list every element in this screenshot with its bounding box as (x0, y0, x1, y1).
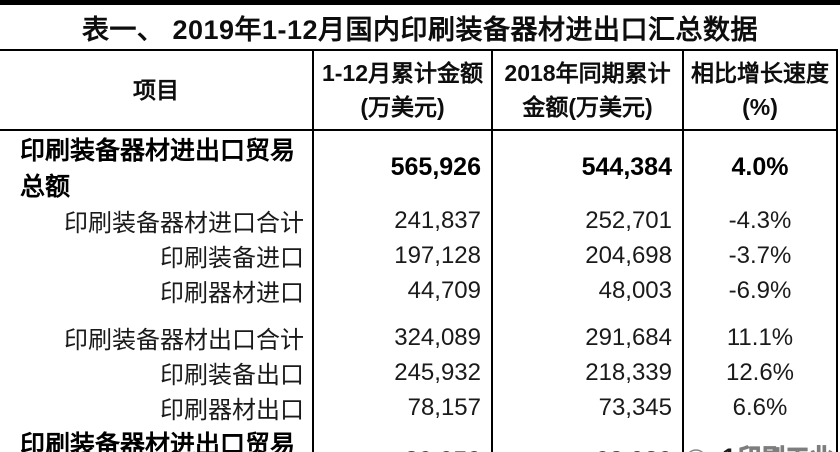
row-amount-2018: 48,003 (491, 273, 683, 308)
header-growth-line1: 相比增长速度 (691, 60, 829, 86)
row-amount-2018: 204,698 (491, 238, 683, 273)
row-item-label: 印刷装备出口 (160, 362, 304, 389)
row-item-label: 印刷装备器材进出口贸易总额 (20, 137, 296, 201)
header-item: 项目 (0, 50, 313, 131)
row-growth: -4.3% (682, 203, 838, 238)
row-amount-2018: 218,339 (491, 355, 683, 390)
table-body: 印刷装备器材进出口贸易总额 565,926 544,384 4.0% 印刷装备器… (0, 130, 838, 452)
group-spacer-row (0, 308, 838, 320)
table-row-materials-export: 印刷器材出口 78,157 73,345 6.6% (0, 390, 838, 425)
table-row-equipment-import: 印刷装备进口 197,128 204,698 -3.7% (0, 238, 838, 273)
row-item-label: 印刷装备进口 (160, 245, 304, 272)
row-amount-2019: 197,128 (312, 238, 492, 273)
header-amount-2018-line2: 金额(万美元) (522, 94, 653, 120)
header-row: 项目 1-12月累计金额 (万美元) 2018年同期累计 金额(万美元) 相比增… (0, 50, 838, 131)
row-growth: 11.1% (682, 320, 838, 355)
row-item-label: 印刷装备器材进出口贸易差额 (20, 431, 296, 452)
header-amount-2019: 1-12月累计金额 (万美元) (312, 50, 492, 131)
spacer-cell (491, 308, 683, 320)
table-row-equipment-export: 印刷装备出口 245,932 218,339 12.6% (0, 355, 838, 390)
table-row-export-total: 印刷装备器材出口合计 324,089 291,684 11.1% (0, 320, 838, 355)
table-title: 表一、 2019年1-12月国内印刷装备器材进出口汇总数据 (81, 14, 759, 45)
row-amount-2018: 252,701 (491, 203, 683, 238)
row-amount-2019: 82,253 (312, 425, 492, 452)
watermark-logo-icon (688, 449, 704, 452)
table-row-trade-balance: 印刷装备器材进出口贸易差额 82,253 38,983 1 印刷工业 (0, 425, 838, 452)
row-amount-2018: 544,384 (491, 130, 683, 203)
table-header: 项目 1-12月累计金额 (万美元) 2018年同期累计 金额(万美元) 相比增… (0, 50, 838, 131)
row-item-label: 印刷装备器材进口合计 (64, 210, 304, 237)
row-amount-2019: 241,837 (312, 203, 492, 238)
row-amount-2018: 291,684 (491, 320, 683, 355)
spacer-cell (0, 308, 313, 320)
row-growth: 4.0% (682, 130, 838, 203)
row-amount-2018: 73,345 (491, 390, 683, 425)
header-item-label: 项目 (133, 77, 179, 103)
row-amount-2019: 565,926 (312, 130, 492, 203)
table-row-import-total: 印刷装备器材进口合计 241,837 252,701 -4.3% (0, 203, 838, 238)
row-amount-2019: 78,157 (312, 390, 492, 425)
table-row-total-trade: 印刷装备器材进出口贸易总额 565,926 544,384 4.0% (0, 130, 838, 203)
summary-data-table: 项目 1-12月累计金额 (万美元) 2018年同期累计 金额(万美元) 相比增… (0, 49, 838, 452)
row-amount-2019: 245,932 (312, 355, 492, 390)
row-item-label: 印刷器材出口 (160, 397, 304, 424)
header-amount-2018: 2018年同期累计 金额(万美元) (491, 50, 683, 131)
header-growth-line2: (%) (742, 94, 778, 120)
row-amount-2019: 44,709 (312, 273, 492, 308)
row-amount-2018: 38,983 (491, 425, 683, 452)
watermark: 1 印刷工业 (686, 444, 834, 452)
row-growth: -6.9% (682, 273, 838, 308)
table-title-row: 表一、 2019年1-12月国内印刷装备器材进出口汇总数据 (0, 5, 840, 49)
top-border-bar (0, 0, 840, 5)
spacer-cell (312, 308, 492, 320)
header-amount-2019-line2: (万美元) (360, 94, 445, 120)
row-item-label: 印刷装备器材出口合计 (64, 327, 304, 354)
row-growth: 12.6% (682, 355, 838, 390)
header-growth: 相比增长速度 (%) (682, 50, 838, 131)
row-growth: 6.6% (682, 390, 838, 425)
table-row-materials-import: 印刷器材进口 44,709 48,003 -6.9% (0, 273, 838, 308)
row-item-label: 印刷器材进口 (160, 280, 304, 307)
header-amount-2019-line1: 1-12月累计金额 (321, 60, 484, 86)
spacer-cell (682, 308, 838, 320)
obscured-growth-digit: 1 (722, 444, 736, 452)
header-amount-2018-line1: 2018年同期累计 (504, 60, 671, 86)
row-growth: -3.7% (682, 238, 838, 273)
row-amount-2019: 324,089 (312, 320, 492, 355)
row-growth-obscured: 1 印刷工业 (682, 425, 838, 452)
watermark-text: 印刷工业 (737, 444, 834, 452)
